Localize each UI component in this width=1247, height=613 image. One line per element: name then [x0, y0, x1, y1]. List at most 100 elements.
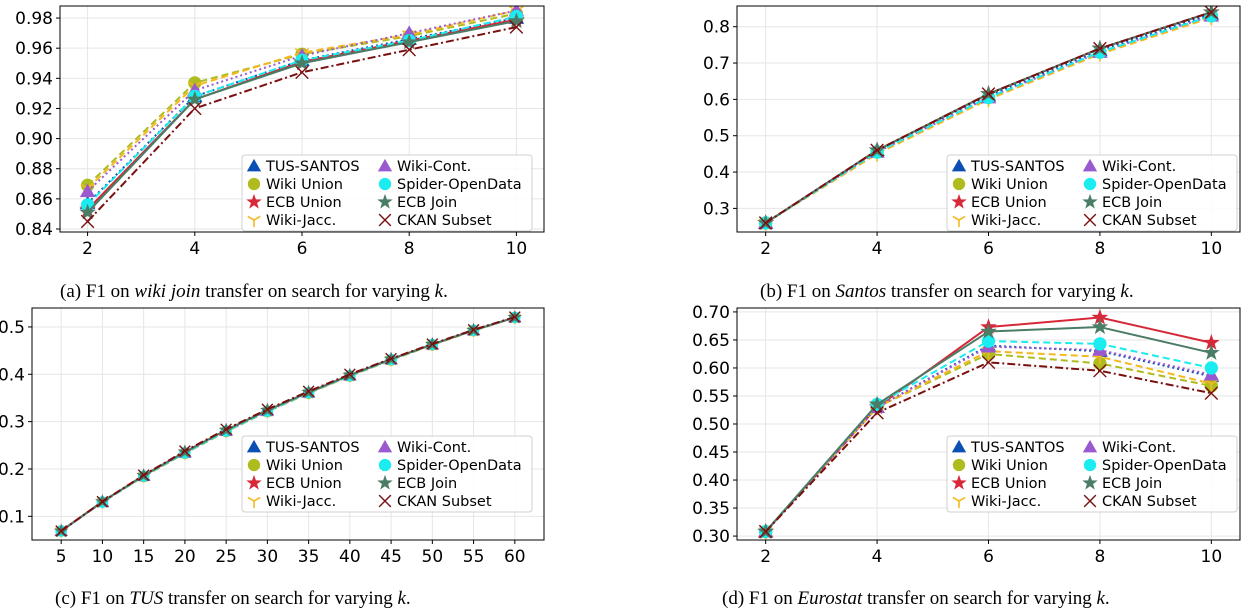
y-tick-label: 0.40 — [692, 471, 730, 491]
marker-point — [261, 403, 274, 416]
chart-panel-d: 2 4 6 8 10 0.30 0.35 0.40 0.45 0.50 0.55 0.60 0.65 0.… — [692, 303, 1241, 609]
caption-part: . — [1129, 281, 1134, 302]
legend-label: Wiki Union — [971, 177, 1048, 193]
legend-label: TUS-SANTOS — [970, 159, 1065, 175]
marker-legend-swatch — [951, 474, 967, 490]
legend: TUS-SANTOS Wiki-Cont. Wiki Union Spider-Ope… — [241, 435, 533, 513]
caption-part: (d) F1 on — [722, 588, 797, 609]
legend-label: ECB Join — [1102, 195, 1162, 211]
legend-entry: ECB Union — [246, 474, 342, 492]
legend-entry: ECB Union — [951, 474, 1047, 492]
y-tick-label: 0.8 — [703, 18, 730, 38]
caption-part: (a) F1 on — [60, 281, 134, 302]
y-tick-label: 0.65 — [692, 331, 730, 351]
marker-legend-swatch — [378, 494, 392, 508]
marker-point — [868, 395, 886, 412]
marker-point — [293, 54, 311, 71]
caption-part: k — [397, 588, 406, 609]
marker-legend-swatch — [247, 177, 261, 191]
legend-label: CKAN Subset — [1102, 213, 1197, 229]
y-tick-label: 0.30 — [692, 527, 730, 547]
marker-point — [79, 183, 96, 198]
marker-point — [980, 322, 997, 339]
legend-label: Spider-OpenData — [1102, 458, 1227, 474]
series-line — [86, 9, 517, 193]
y-tick-label: 0.5 — [0, 318, 25, 338]
y-tick-label: 0.4 — [703, 163, 730, 183]
x-tick-label: 10 — [1201, 547, 1223, 567]
legend-box — [241, 154, 533, 232]
marker-legend-swatch — [247, 458, 261, 472]
x-tick-label: 35 — [298, 547, 320, 567]
x-tick-label: 6 — [297, 239, 308, 259]
legend-label: Spider-OpenData — [1102, 177, 1227, 193]
marker-point — [400, 33, 418, 50]
legend-entry: ECB Join — [377, 474, 457, 492]
plot-area — [757, 308, 1220, 540]
y-tick-label: 0.7 — [703, 54, 730, 74]
legend-label: Wiki-Cont. — [1102, 440, 1176, 456]
legend-entry: Wiki-Jacc. — [247, 213, 336, 229]
legend-entry: TUS-SANTOS — [246, 158, 360, 175]
marker-legend-swatch — [1083, 494, 1097, 508]
legend-entry: CKAN Subset — [1083, 494, 1197, 510]
x-tick-label: 2 — [760, 239, 771, 259]
marker-legend-swatch — [246, 158, 262, 172]
x-tick-label: 10 — [92, 547, 114, 567]
marker-point — [295, 65, 309, 80]
legend-box — [946, 154, 1238, 232]
marker-legend-swatch — [952, 177, 966, 191]
caption-part: transfer on search for varying — [886, 281, 1120, 302]
legend-label: TUS-SANTOS — [265, 440, 360, 456]
legend-label: Wiki-Jacc. — [266, 494, 336, 510]
marker-legend-swatch — [952, 215, 966, 228]
legend-entry: TUS-SANTOS — [951, 158, 1065, 175]
marker-point — [1091, 318, 1109, 335]
marker-point — [426, 338, 439, 350]
x-tick-label: 40 — [339, 547, 361, 567]
legend-entry: TUS-SANTOS — [951, 439, 1065, 456]
legend-entry: Spider-OpenData — [1083, 458, 1227, 474]
legend-label: ECB Union — [266, 195, 342, 211]
legend-entry: TUS-SANTOS — [246, 439, 360, 456]
legend-box — [946, 435, 1238, 513]
legend-label: Wiki-Cont. — [397, 440, 471, 456]
series-ecb-join — [79, 12, 525, 220]
x-tick-label: 15 — [133, 547, 155, 567]
y-tick-label: 0.3 — [703, 199, 730, 219]
x-tick-label: 10 — [506, 239, 528, 259]
legend-entry: ECB Join — [1082, 193, 1162, 211]
legend-entry: Spider-OpenData — [378, 458, 522, 474]
legend: TUS-SANTOS Wiki-Cont. Wiki Union Spider-Ope… — [241, 154, 533, 232]
marker-point — [343, 368, 356, 381]
marker-point — [1203, 333, 1220, 350]
y-tick-label: 0.94 — [15, 69, 53, 89]
x-tick-label: 4 — [872, 547, 883, 567]
marker-legend-swatch — [246, 474, 262, 490]
marker-legend-swatch — [951, 439, 967, 453]
legend-entry: CKAN Subset — [1083, 213, 1197, 229]
legend-entry: Wiki-Jacc. — [247, 494, 336, 510]
legend-label: ECB Union — [971, 476, 1047, 492]
y-tick-label: 0.88 — [15, 160, 53, 180]
legend-label: TUS-SANTOS — [265, 159, 360, 175]
y-tick-label: 0.4 — [0, 365, 25, 385]
marker-legend-swatch — [1083, 177, 1097, 191]
legend-entry: Spider-OpenData — [378, 177, 522, 193]
x-tick-label: 8 — [1095, 239, 1106, 259]
marker-legend-swatch — [247, 215, 261, 228]
y-tick-label: 0.60 — [692, 359, 730, 379]
legend-label: ECB Join — [397, 476, 457, 492]
legend: TUS-SANTOS Wiki-Cont. Wiki Union Spider-Ope… — [946, 154, 1238, 232]
marker-point — [870, 405, 884, 420]
marker-point — [1091, 308, 1109, 325]
chart-panel-a: 2 4 6 8 10 0.84 0.86 0.88 0.90 0.92 0.94 0.96 0.98 TU… — [15, 5, 545, 302]
marker-legend-swatch — [246, 439, 262, 453]
legend-label: Wiki Union — [266, 177, 343, 193]
caption-part: Eurostat — [796, 588, 862, 609]
marker-legend-swatch — [377, 474, 393, 490]
legend-entry: Wiki-Cont. — [1082, 439, 1176, 456]
y-tick-label: 0.90 — [15, 130, 53, 150]
legend-entry: Wiki Union — [247, 177, 343, 193]
legend-entry: ECB Union — [951, 193, 1047, 211]
